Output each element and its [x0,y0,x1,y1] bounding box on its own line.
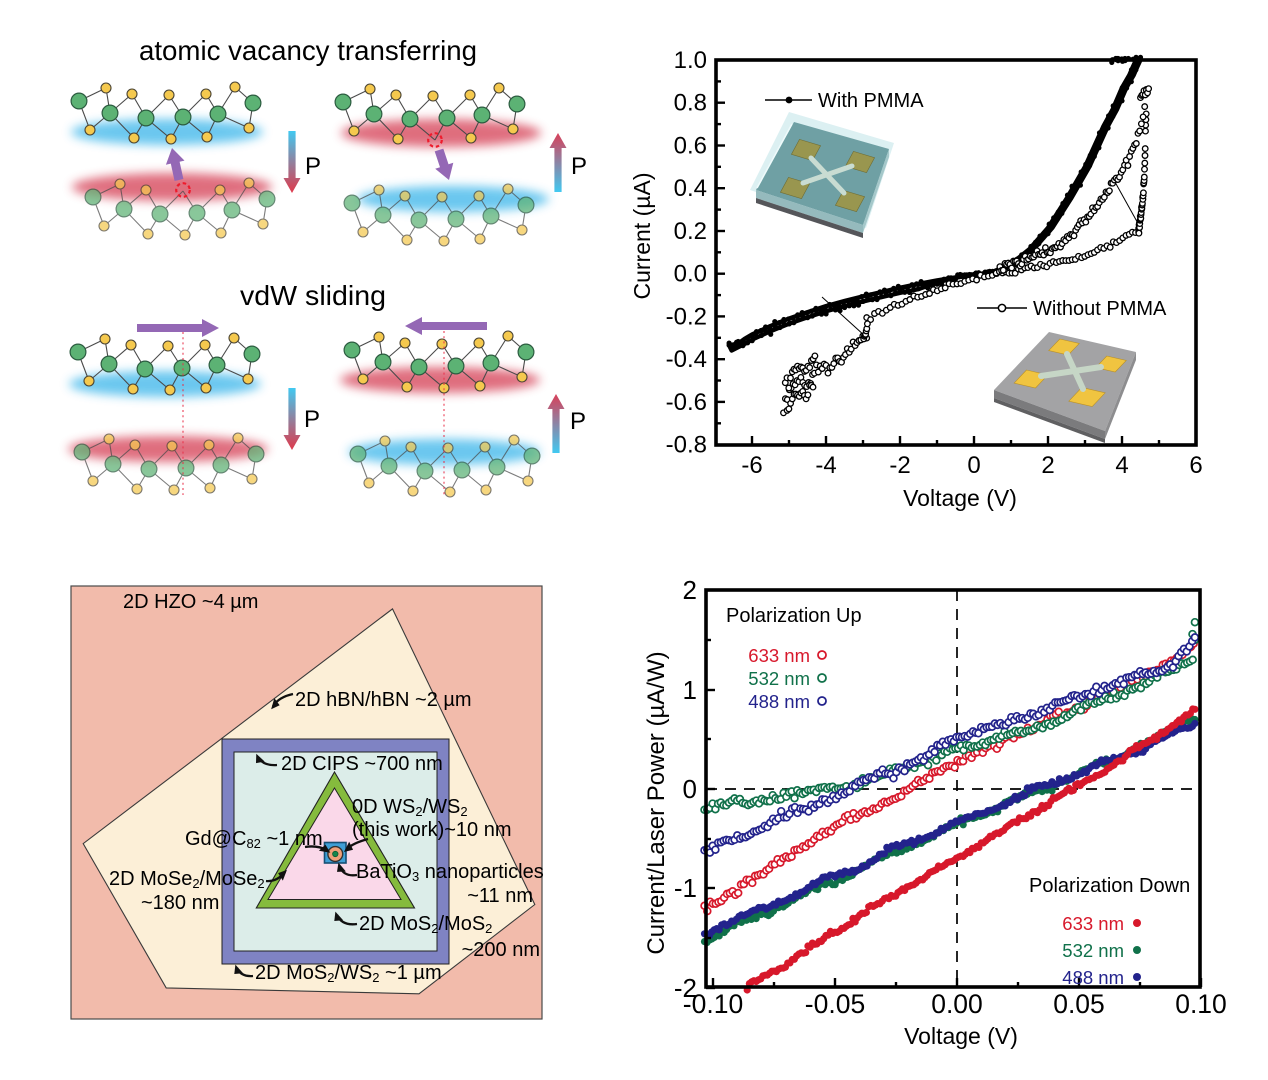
svg-text:4: 4 [1115,452,1128,479]
svg-text:Polarization Down: Polarization Down [1029,875,1190,897]
svg-text:-1: -1 [674,873,697,903]
svg-text:P: P [571,153,587,180]
svg-text:-2: -2 [674,973,697,1003]
svg-text:0: 0 [967,452,980,479]
svg-text:0.00: 0.00 [931,989,983,1019]
svg-text:-0.8: -0.8 [666,432,707,459]
svg-text:vdW sliding: vdW sliding [240,280,386,311]
svg-text:-0.10: -0.10 [683,989,743,1019]
svg-text:2D hBN/hBN ~2 µm: 2D hBN/hBN ~2 µm [295,689,472,711]
svg-text:-4: -4 [815,452,836,479]
svg-text:0.10: 0.10 [1175,989,1227,1019]
svg-text:(this work)~10 nm: (this work)~10 nm [352,819,512,841]
svg-text:Current/Laser Power (µA/W): Current/Laser Power (µA/W) [643,651,670,954]
svg-text:Current (µA): Current (µA) [629,173,655,300]
svg-text:488 nm: 488 nm [748,691,810,712]
svg-text:-0.4: -0.4 [666,346,707,373]
svg-text:0.0: 0.0 [674,261,707,288]
svg-text:P: P [304,406,320,433]
svg-text:6: 6 [1189,452,1202,479]
svg-text:2D HZO ~4 µm: 2D HZO ~4 µm [123,591,258,613]
svg-text:532 nm: 532 nm [748,668,810,689]
svg-text:-0.2: -0.2 [666,303,707,330]
svg-text:0.6: 0.6 [674,133,707,160]
svg-text:Without PMMA: Without PMMA [1033,298,1167,320]
svg-text:With PMMA: With PMMA [818,90,924,112]
svg-text:2D MoSe2​/MoSe2​: 2D MoSe2​/MoSe2​ [109,868,265,891]
svg-text:1: 1 [683,675,697,705]
svg-text:Voltage (V): Voltage (V) [903,485,1017,511]
svg-text:~11 nm: ~11 nm [467,885,533,907]
svg-text:532 nm: 532 nm [1062,940,1124,961]
svg-text:P: P [570,408,586,435]
svg-text:2: 2 [683,575,697,605]
svg-text:2D CIPS ~700 nm: 2D CIPS ~700 nm [281,753,443,775]
svg-text:-6: -6 [741,452,762,479]
svg-text:Voltage (V): Voltage (V) [904,1023,1018,1049]
svg-text:~200 nm: ~200 nm [462,939,540,961]
svg-text:488 nm: 488 nm [1062,967,1124,988]
svg-text:BaTiO3​ nanoparticles: BaTiO3​ nanoparticles [356,861,544,884]
svg-text:0.4: 0.4 [674,175,707,202]
svg-text:~180 nm: ~180 nm [141,892,219,914]
svg-text:0: 0 [683,774,697,804]
svg-text:0.05: 0.05 [1053,989,1105,1019]
svg-text:2D MoS2​/MoS2​: 2D MoS2​/MoS2​ [359,913,492,936]
svg-text:0.2: 0.2 [674,218,707,245]
svg-text:-0.6: -0.6 [666,389,707,416]
svg-text:-0.05: -0.05 [805,989,865,1019]
svg-text:Polarization Up: Polarization Up [726,605,862,627]
svg-text:Gd@C82​ ~1 nm: Gd@C82​ ~1 nm [185,828,323,851]
svg-text:0D WS2​/WS2​: 0D WS2​/WS2​ [352,796,468,819]
svg-text:-2: -2 [889,452,910,479]
svg-text:633 nm: 633 nm [748,645,810,666]
svg-text:633 nm: 633 nm [1062,913,1124,934]
svg-text:atomic vacancy transferring: atomic vacancy transferring [139,35,477,66]
svg-text:0.8: 0.8 [674,90,707,117]
svg-text:2: 2 [1041,452,1054,479]
svg-text:P: P [305,153,321,180]
svg-text:2D MoS2​/WS2​ ~1 µm: 2D MoS2​/WS2​ ~1 µm [255,962,442,985]
svg-text:1.0: 1.0 [674,47,707,74]
